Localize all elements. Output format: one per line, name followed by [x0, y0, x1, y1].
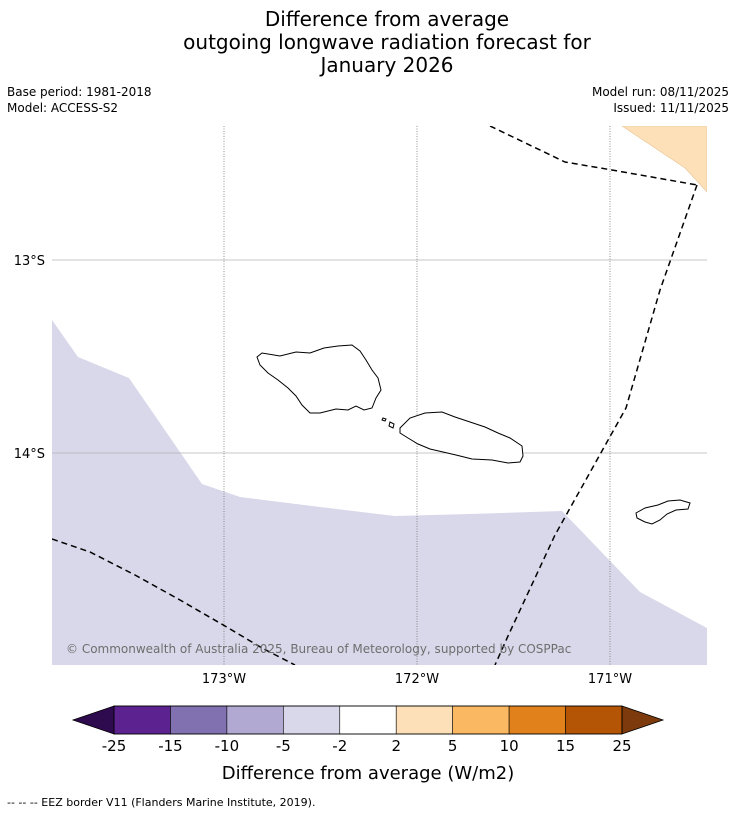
colorbar-tick-label: -10 [215, 737, 240, 755]
colorbar-segment [565, 705, 623, 735]
colorbar-max-extension [621, 705, 665, 735]
colorbar-segment [508, 705, 566, 735]
axis-labels: 13°S 14°S 173°W 172°W 171°W [14, 254, 633, 687]
apolima-island [381, 417, 387, 422]
colorbar: -25 -15 -10 -5 -2 2 5 10 15 25 Difference from av… [71, 705, 665, 784]
lon-label-172w: 172°W [395, 672, 439, 687]
lon-label-173w: 173°W [202, 672, 246, 687]
colorbar-tick-label: 2 [391, 737, 401, 755]
colorbar-ticks: -25 -15 -10 -5 -2 2 5 10 15 25 [102, 737, 632, 755]
colorbar-segment [226, 705, 284, 735]
colorbar-tick-label: -5 [276, 737, 291, 755]
meta-left: Base period: 1981-2018 Model: ACCESS-S2 [7, 84, 152, 116]
colorbar-tick-label: -15 [158, 737, 183, 755]
title-line-2: outgoing longwave radiation forecast for [183, 30, 591, 54]
chart-title: Difference from average outgoing longwav… [0, 8, 736, 77]
lat-label-13s: 13°S [14, 254, 45, 269]
colorbar-segment [283, 705, 341, 735]
model-label: Model: ACCESS-S2 [7, 101, 119, 115]
eez-border-east [494, 184, 698, 665]
model-run-label: Model run: 08/11/2025 [591, 85, 729, 99]
colorbar-outline [113, 705, 623, 735]
colorbar-tick-label: 25 [612, 737, 631, 755]
colorbar-tick-label: 5 [448, 737, 458, 755]
colorbar-segment [339, 705, 397, 735]
lat-label-14s: 14°S [14, 447, 45, 462]
colorbar-segment [452, 705, 510, 735]
colorbar-segment [113, 705, 171, 735]
tutuila-island [635, 499, 691, 525]
eez-border-north [489, 126, 698, 186]
olr-anomaly-positive-area [621, 126, 707, 193]
colorbar-segments [113, 705, 623, 735]
colorbar-segment [170, 705, 228, 735]
gridlines [52, 126, 707, 665]
colorbar-label: Difference from average (W/m2) [222, 763, 514, 784]
olr-anomaly-negative-area [52, 320, 707, 665]
meta-right: Model run: 08/11/2025 Issued: 11/11/2025 [592, 84, 729, 116]
manono-island [388, 421, 395, 429]
colorbar-segment [395, 705, 453, 735]
base-period-label: Base period: 1981-2018 [7, 85, 152, 99]
map-figure: © Commonwealth of Australia 2025, Bureau… [14, 126, 707, 784]
savaii-island [256, 344, 382, 414]
colorbar-tick-label: 10 [500, 737, 519, 755]
title-line-1: Difference from average [264, 7, 510, 31]
eez-border-southwest [52, 538, 296, 665]
colorbar-tick-label: -25 [102, 737, 127, 755]
map-panel: © Commonwealth of Australia 2025, Bureau… [52, 126, 707, 665]
colorbar-min-extension [71, 705, 115, 735]
eez-legend-footer: -- -- -- EEZ border V11 (Flanders Marine… [7, 796, 316, 809]
issued-label: Issued: 11/11/2025 [613, 101, 729, 115]
colorbar-tick-label: -2 [332, 737, 347, 755]
islands [256, 344, 691, 525]
eez-borders [52, 126, 698, 665]
copyright-text: © Commonwealth of Australia 2025, Bureau… [66, 642, 571, 656]
colorbar-tick-label: 15 [556, 737, 575, 755]
lon-label-171w: 171°W [588, 672, 632, 687]
upolu-island [399, 411, 524, 464]
title-line-3: January 2026 [320, 53, 454, 77]
